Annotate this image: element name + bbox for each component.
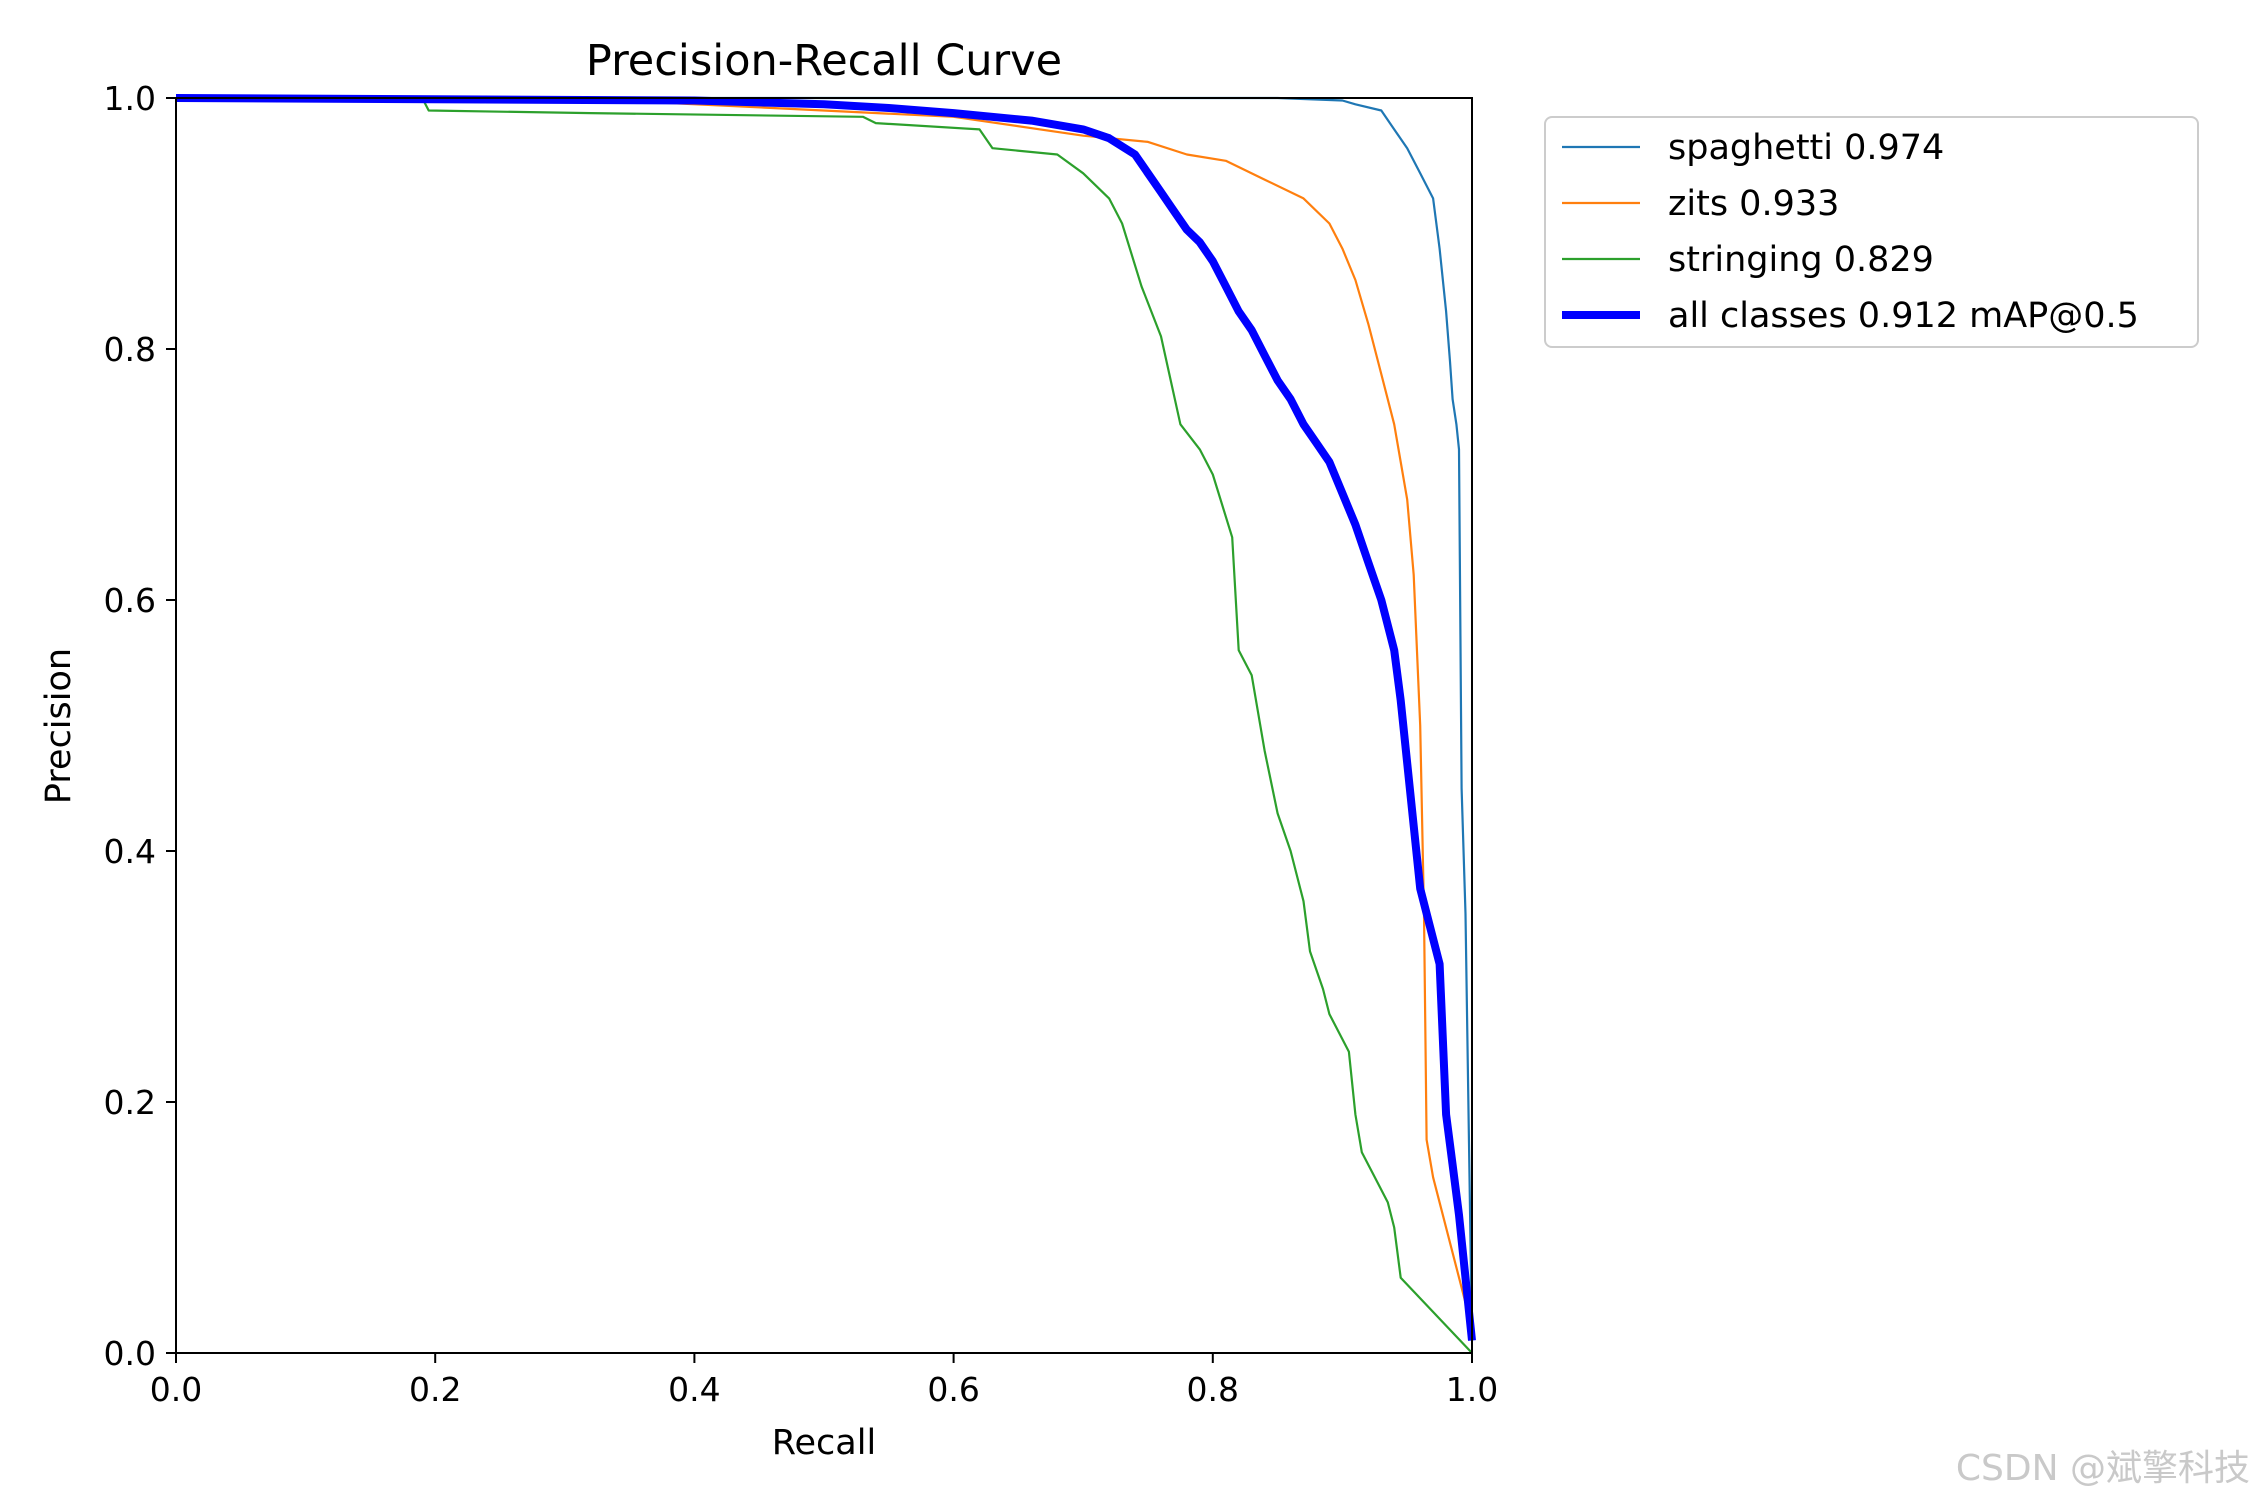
y-tick-label: 0.2 xyxy=(104,1083,156,1122)
y-tick-label: 0.0 xyxy=(104,1334,156,1373)
x-tick-label: 0.6 xyxy=(927,1370,979,1409)
series-line xyxy=(176,96,1473,1354)
y-axis-ticks: 0.0 0.2 0.4 0.6 0.8 1.0 xyxy=(104,79,176,1373)
plot-frame xyxy=(175,97,1473,1354)
y-tick-label: 0.4 xyxy=(104,832,156,871)
x-tick-label: 0.0 xyxy=(150,1370,202,1409)
y-tick-label: 0.8 xyxy=(104,330,156,369)
chart-title: Precision-Recall Curve xyxy=(586,36,1062,86)
x-tick-label: 0.2 xyxy=(409,1370,461,1409)
x-axis-label: Recall xyxy=(772,1423,876,1463)
legend: spaghetti 0.974 zits 0.933 stringing 0.829… xyxy=(1544,116,2199,348)
plot-background xyxy=(176,98,1472,1353)
series-layer xyxy=(175,94,1476,1354)
plot-area xyxy=(175,94,1476,1354)
watermark-text: CSDN @斌擎科技 xyxy=(1956,1448,2250,1489)
legend-box xyxy=(1544,116,2199,348)
x-tick-label: 0.4 xyxy=(668,1370,720,1409)
y-tick-label: 1.0 xyxy=(104,79,156,118)
series-line xyxy=(175,94,1476,1341)
legend-label: stringing 0.829 xyxy=(1668,240,1934,280)
y-axis-label: Precision xyxy=(39,648,79,804)
series-line xyxy=(176,96,1474,1341)
x-tick-label: 0.8 xyxy=(1187,1370,1239,1409)
x-tick-label: 1.0 xyxy=(1446,1370,1498,1409)
legend-label: spaghetti 0.974 xyxy=(1668,128,1944,168)
legend-label: zits 0.933 xyxy=(1668,184,1839,224)
x-axis-ticks: 0.0 0.2 0.4 0.6 0.8 1.0 xyxy=(150,1353,1498,1409)
legend-label: all classes 0.912 mAP@0.5 xyxy=(1668,296,2139,336)
y-tick-label: 0.6 xyxy=(104,581,156,620)
